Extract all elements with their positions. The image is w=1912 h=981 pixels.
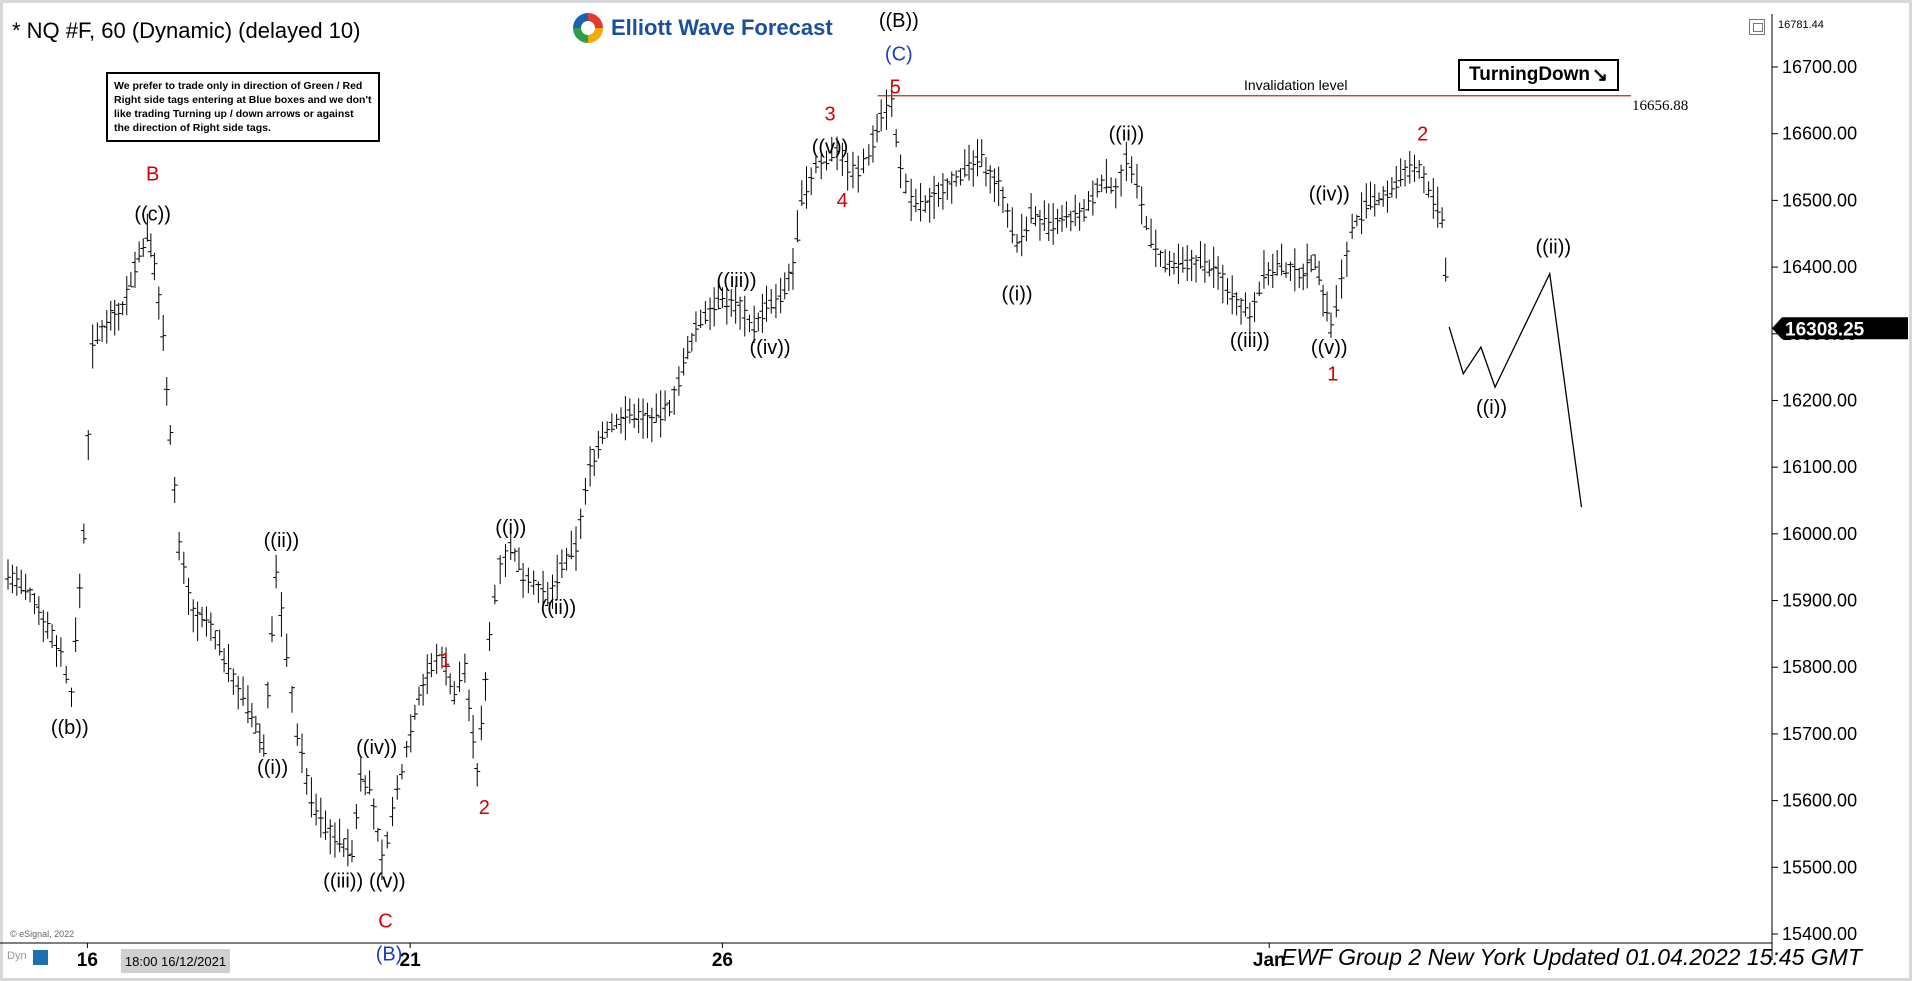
dynamic-mode-icon[interactable]: [33, 950, 48, 965]
wave-label: ((ii)): [541, 597, 577, 619]
dynamic-indicator: Dyn: [7, 950, 27, 962]
wave-label: ((iii)): [323, 870, 363, 892]
y-tick-label: 16400.00: [1782, 257, 1857, 277]
wave-label: ((b)): [51, 717, 89, 739]
wave-label: ((i)): [495, 517, 526, 539]
invalidation-label: Invalidation level: [1244, 77, 1348, 93]
wave-label: ((v)): [1311, 337, 1348, 359]
wave-label: ((B)): [879, 10, 919, 32]
wave-label: ((i)): [1476, 397, 1507, 419]
y-tick-label: 16200.00: [1782, 390, 1857, 410]
x-tick-label: Jan: [1253, 950, 1286, 971]
restore-window-icon[interactable]: [1749, 19, 1765, 35]
current-price-label: 16308.25: [1785, 319, 1865, 340]
y-tick-label: 16700.00: [1782, 57, 1857, 77]
y-tick-label: 16100.00: [1782, 457, 1857, 477]
crosshair-datetime-badge: 18:00 16/12/2021: [121, 949, 230, 973]
wave-label: 4: [837, 190, 848, 212]
y-tick-label: 16600.00: [1782, 124, 1857, 144]
turning-down-label: TurningDown: [1469, 64, 1591, 85]
wave-label: ((i)): [257, 757, 288, 779]
top-price-label: 16781.44: [1778, 19, 1824, 31]
turning-down-tag: TurningDown ↘: [1458, 59, 1619, 91]
brand-logo: Elliott Wave Forecast: [573, 9, 851, 47]
invalidation-value: 16656.88: [1632, 98, 1688, 114]
wave-label: ((v)): [812, 137, 849, 159]
wave-label: (B): [376, 944, 403, 966]
y-tick-label: 15800.00: [1782, 657, 1857, 677]
wave-label: ((iv)): [356, 737, 397, 759]
current-price-tag: [1772, 317, 1908, 340]
wave-label: ((ii)): [1535, 237, 1571, 259]
wave-label: 3: [824, 103, 835, 125]
y-tick-label: 16500.00: [1782, 190, 1857, 210]
wave-label: ((v)): [369, 870, 406, 892]
y-tick-label: 15500.00: [1782, 857, 1857, 877]
wave-label: 2: [479, 797, 490, 819]
logo-text: Elliott Wave Forecast: [611, 15, 833, 40]
update-footer: EWF Group 2 New York Updated 01.04.2022 …: [1281, 944, 1862, 970]
y-tick-label: 15900.00: [1782, 591, 1857, 611]
y-tick-label: 15600.00: [1782, 791, 1857, 811]
wave-label: ((iii)): [1230, 330, 1270, 352]
wave-label: ((i)): [1001, 283, 1032, 305]
trading-notice: We prefer to trade only in direction of …: [106, 72, 380, 142]
wave-label: B: [146, 163, 159, 185]
x-tick-label: 21: [400, 950, 422, 971]
wave-label: ((c)): [134, 203, 171, 225]
arrow-down-right-icon: ↘: [1592, 64, 1608, 86]
wave-label: ((ii)): [264, 530, 300, 552]
y-tick-label: 15400.00: [1782, 924, 1857, 944]
esignal-credit: © eSignal, 2022: [10, 929, 75, 939]
wave-label: 5: [890, 77, 901, 99]
projection-path: [1448, 271, 1583, 508]
chart-title: * NQ #F, 60 (Dynamic) (delayed 10): [12, 18, 361, 43]
wave-label: 1: [1327, 363, 1338, 385]
wave-label: (C): [885, 43, 913, 65]
wave-label: C: [378, 910, 392, 932]
wave-label: ((ii)): [1109, 123, 1145, 145]
x-tick-label: 16: [77, 950, 98, 971]
wave-label: ((iii)): [717, 270, 757, 292]
x-tick-label: 26: [712, 950, 733, 971]
y-tick-label: 15700.00: [1782, 724, 1857, 744]
y-tick-label: 16000.00: [1782, 524, 1857, 544]
wave-label: ((iv)): [750, 337, 791, 359]
wave-label: 2: [1417, 123, 1428, 145]
wave-label: ((iv)): [1309, 183, 1350, 205]
logo-icon: [573, 13, 603, 43]
wave-label: 1: [440, 650, 451, 672]
